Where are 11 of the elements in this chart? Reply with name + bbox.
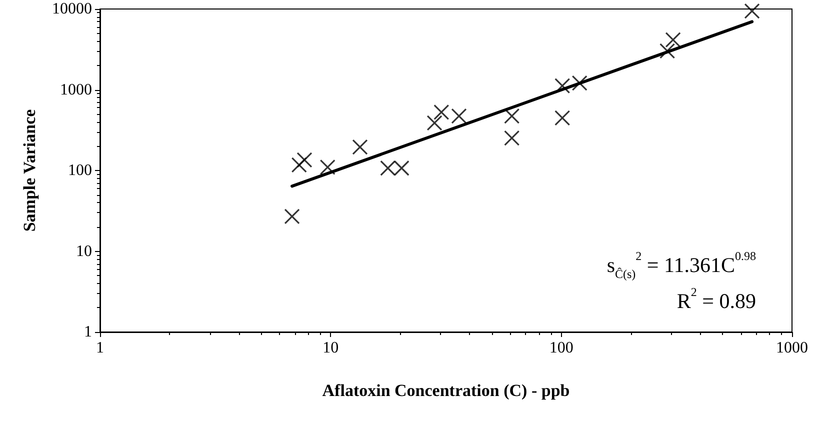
y-axis-title: Sample Variance — [20, 108, 39, 232]
x-tick-label: 1 — [96, 340, 104, 356]
x-tick-label: 1000 — [776, 340, 808, 356]
y-tick-label: 1000 — [60, 81, 92, 98]
x-tick-label: 10 — [322, 340, 339, 356]
y-tick-label: 10000 — [52, 0, 92, 18]
x-axis-title: Aflatoxin Concentration (C) - ppb — [322, 381, 570, 400]
x-tick-label: 100 — [549, 340, 574, 356]
y-tick-label: 1 — [84, 324, 92, 340]
y-tick-label: 100 — [68, 162, 92, 179]
y-tick-label: 10 — [76, 242, 92, 260]
